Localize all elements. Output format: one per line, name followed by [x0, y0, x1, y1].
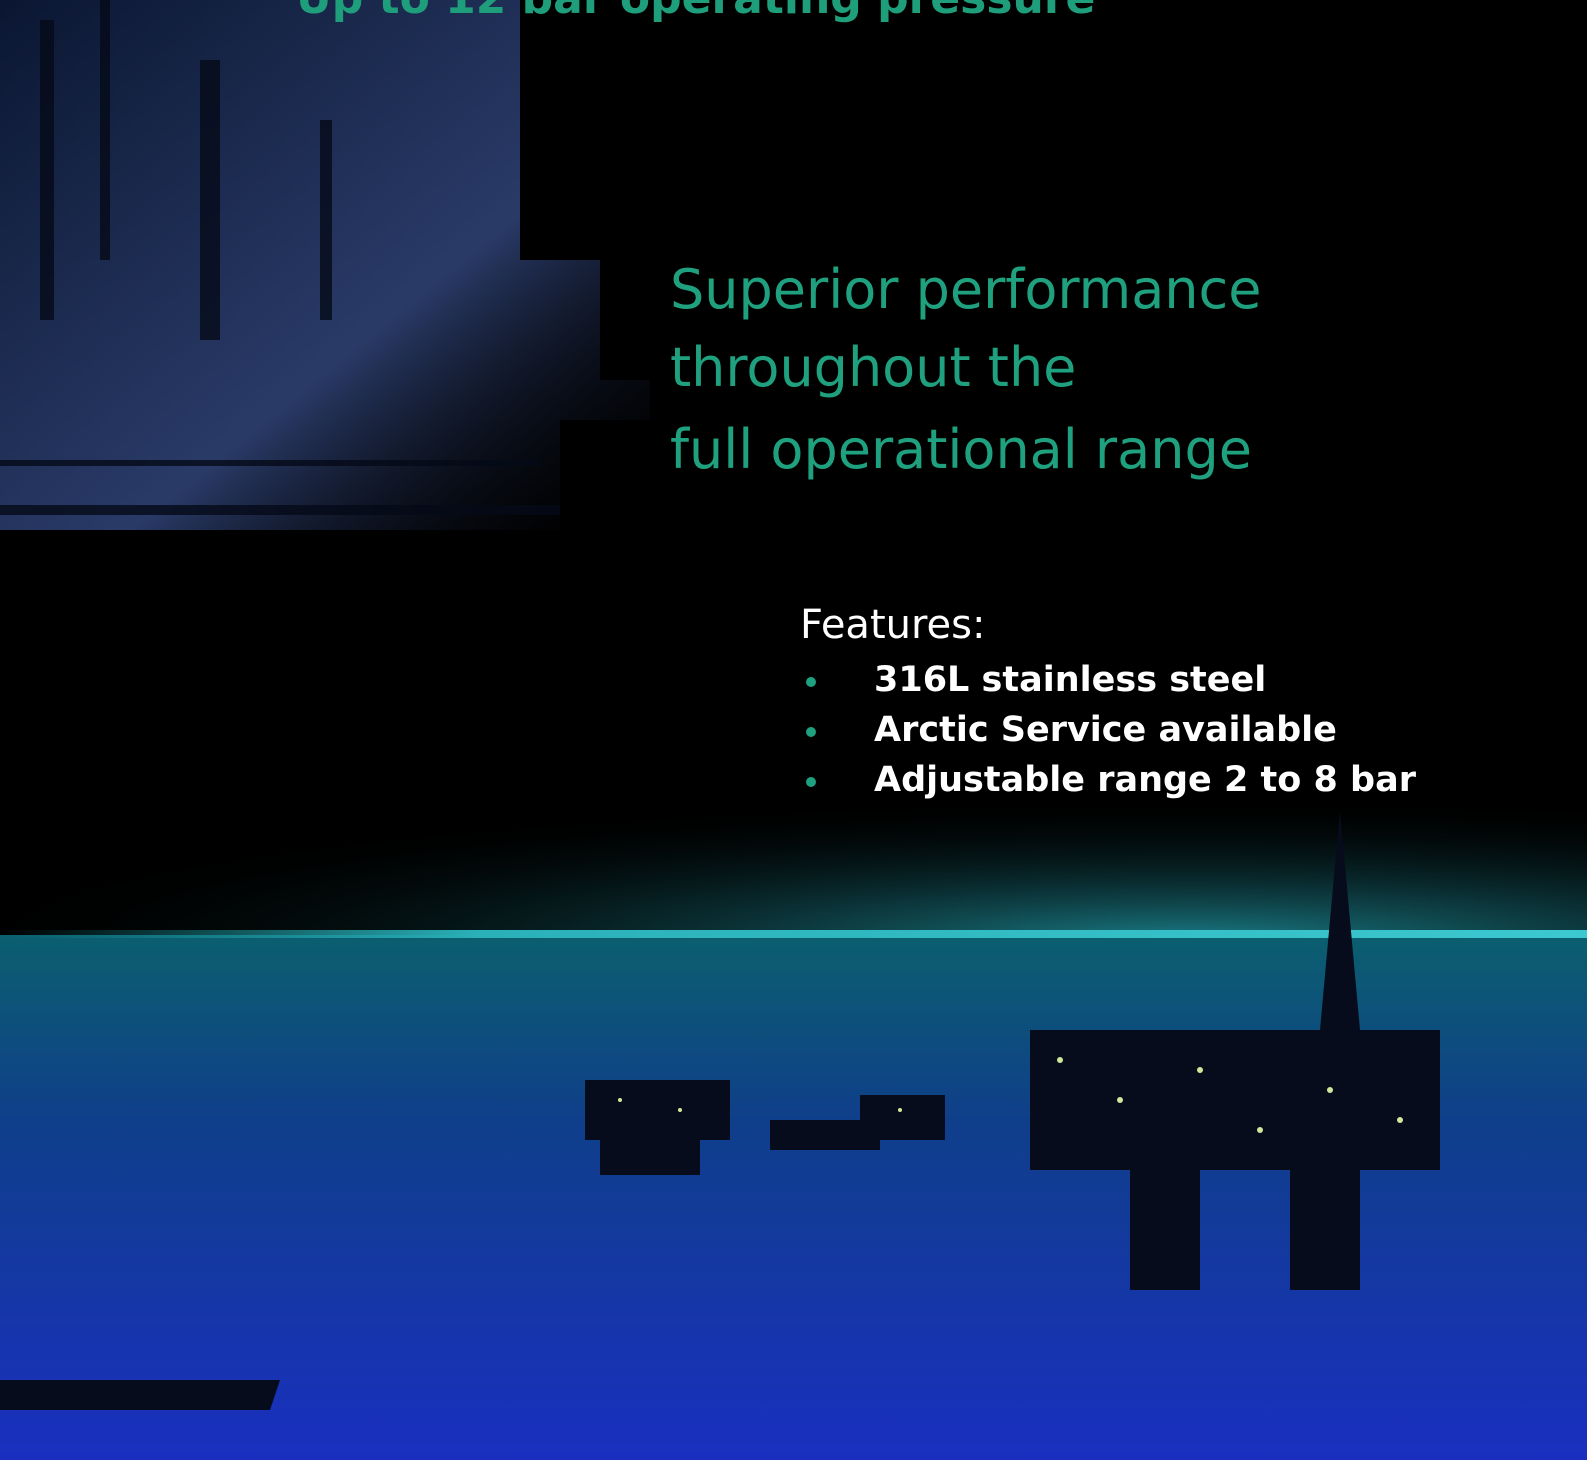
headline-line: full operational range [670, 418, 1252, 482]
bullet [806, 677, 816, 687]
features-title: Features: [800, 600, 985, 650]
feature-item: Arctic Service available [874, 708, 1337, 752]
bullet [806, 777, 816, 787]
headline-line: throughout the [670, 336, 1076, 400]
headline-line: Superior performance [670, 258, 1261, 322]
background-scene [0, 0, 1587, 1460]
feature-item: Adjustable range 2 to 8 bar [874, 758, 1416, 802]
feature-item: 316L stainless steel [874, 658, 1266, 702]
bullet [806, 727, 816, 737]
page: Up to 12 bar operating pressure Superior… [0, 0, 1587, 1460]
tagline: Up to 12 bar operating pressure [296, 0, 1095, 24]
